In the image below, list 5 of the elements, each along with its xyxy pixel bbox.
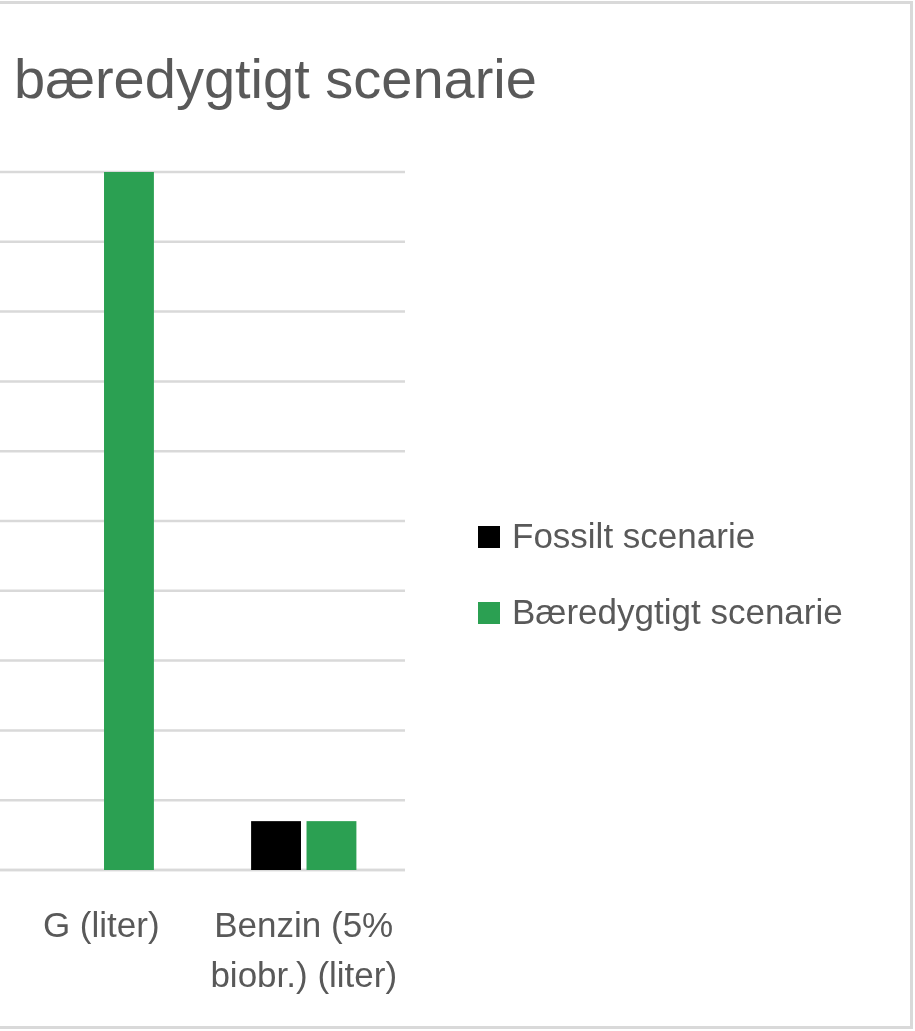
legend-label: Bæredygtigt scenarie <box>512 592 843 631</box>
x-tick-label: Benzin (5% biobr.) (liter) <box>210 905 398 994</box>
chart-title: bæredygtigt scenarie <box>14 47 537 110</box>
legend-label: Fossilt scenarie <box>512 516 756 555</box>
x-tick-label: G (liter) <box>42 905 160 944</box>
